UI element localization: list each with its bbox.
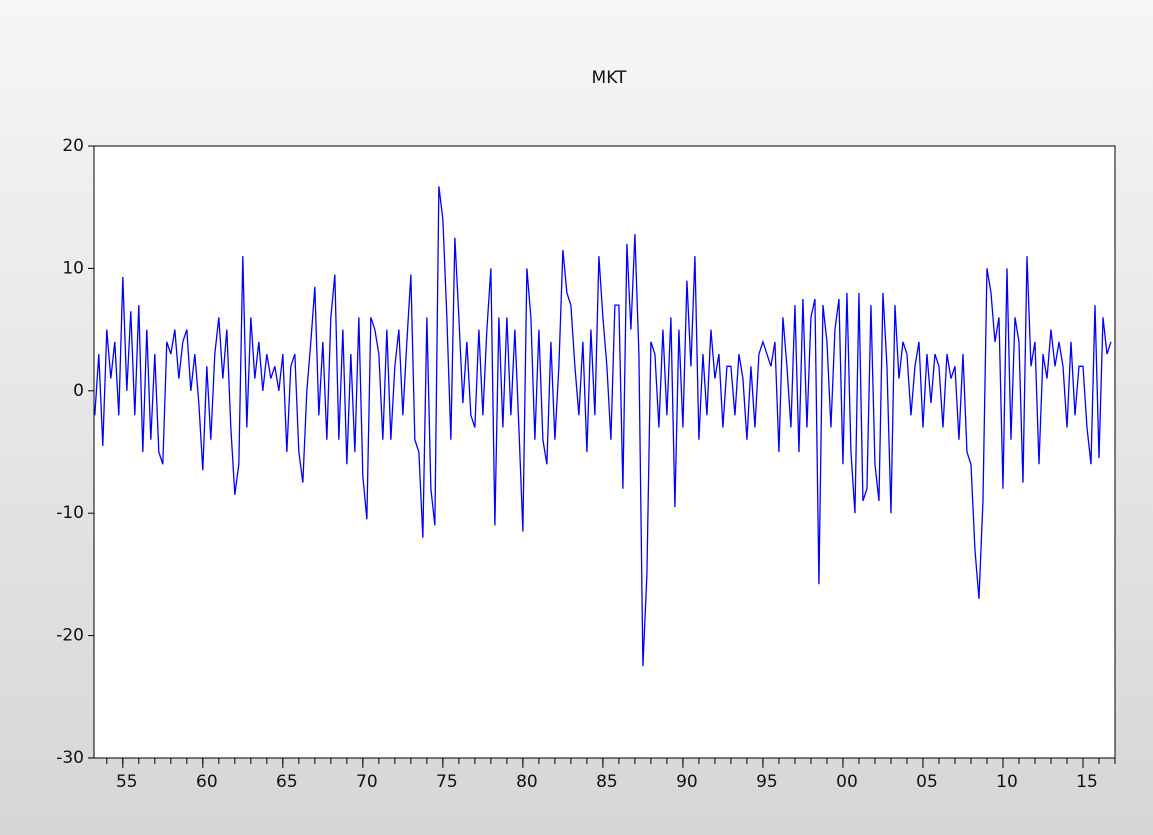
y-tick-label: -20	[56, 626, 84, 646]
y-tick-label: -10	[56, 503, 84, 523]
x-tick-label: 75	[436, 772, 458, 792]
x-tick-label: 00	[836, 772, 858, 792]
chart-title: MKT	[592, 68, 627, 88]
series-line	[94, 186, 1112, 667]
x-tick-label: 55	[116, 772, 138, 792]
plot-area	[93, 145, 1116, 759]
x-tick-label: 65	[276, 772, 298, 792]
y-tick-label: 20	[62, 136, 84, 156]
x-tick-label: 05	[916, 772, 938, 792]
x-tick-label: 85	[596, 772, 618, 792]
x-tick-label: 95	[756, 772, 778, 792]
y-tick-label: 0	[73, 381, 84, 401]
y-tick-label: 10	[62, 258, 84, 278]
x-tick-label: 80	[516, 772, 538, 792]
x-tick-label: 10	[996, 772, 1018, 792]
x-tick-label: 60	[196, 772, 218, 792]
y-tick-label: -30	[56, 748, 84, 768]
x-tick-label: 70	[356, 772, 378, 792]
x-tick-label: 15	[1076, 772, 1098, 792]
x-tick-label: 90	[676, 772, 698, 792]
